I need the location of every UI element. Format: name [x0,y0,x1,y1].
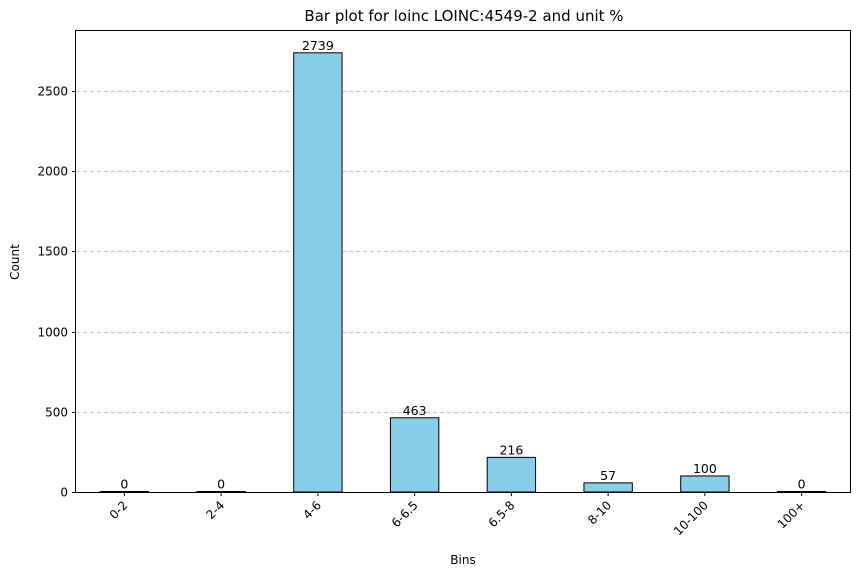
bar [389,417,440,493]
bar-value-label: 2739 [302,38,334,53]
bars [99,52,827,493]
bar-value-label: 463 [403,403,427,418]
y-tick-label: 1500 [37,245,68,259]
bar-value-label: 0 [798,477,806,492]
x-tick-label: 6.5-8 [486,498,518,530]
y-tick-label: 2500 [37,85,68,99]
y-tick-label: 2000 [37,165,68,179]
x-axis-ticks: 0-2 2-4 4-6 6-6.5 6.5-8 8-10 10-100 100+ [107,492,808,538]
bar-value-label: 216 [499,442,523,457]
bar-value-label: 100 [693,461,717,476]
bar-value-label: 57 [600,468,616,483]
bar [196,491,246,493]
x-tick-label: 100+ [775,498,808,531]
y-tick-label: 500 [45,406,68,420]
x-tick-label: 10-100 [671,498,711,538]
x-tick-label: 6-6.5 [389,498,421,530]
x-tick-label: 4-6 [300,498,324,522]
bar-value-label: 0 [217,477,225,492]
bar [776,491,827,493]
y-axis-ticks: 0 500 1000 1500 2000 2500 [37,85,76,500]
x-tick-label: 2-4 [203,498,227,522]
bar [583,482,633,493]
bar-value-label: 0 [120,477,128,492]
data-labels: 0 0 2739 463 216 57 100 0 [120,38,805,492]
y-tick-label: 1000 [37,326,68,340]
plot-frame [75,30,851,493]
x-tick-label: 8-10 [585,498,614,527]
chart-title: Bar plot for loinc LOINC:4549-2 and unit… [304,7,623,25]
bar [293,52,343,493]
x-tick-label: 0-2 [107,498,131,522]
y-axis-label: Count [8,244,22,280]
x-axis-label: Bins [450,553,475,567]
bar [99,491,150,493]
grid-lines [76,91,850,413]
bar [680,475,730,493]
bar [486,456,537,493]
y-tick-label: 0 [60,486,68,500]
